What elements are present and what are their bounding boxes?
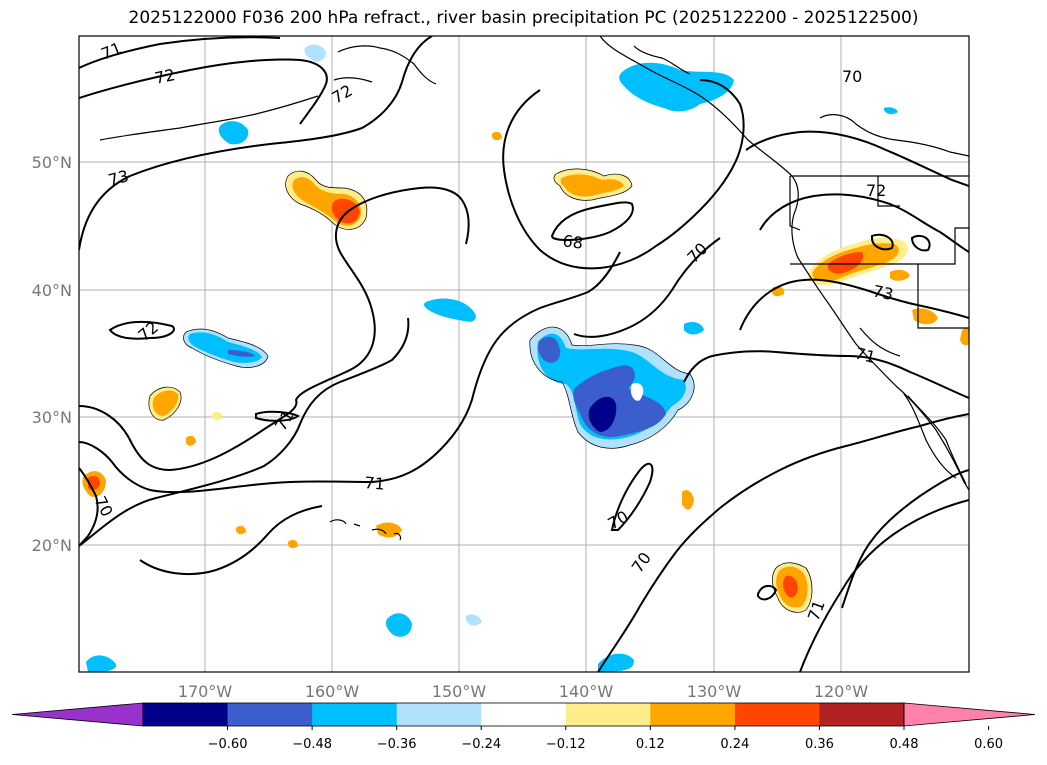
contour-label: 73 xyxy=(871,281,895,304)
map-title: 2025122000 F036 200 hPa refract., river … xyxy=(128,8,919,28)
colorbar-segment xyxy=(734,703,820,726)
colorbar-extend-high xyxy=(903,702,1036,727)
lon-label-120w: 120°W xyxy=(814,682,869,701)
contour-label: 72 xyxy=(153,65,177,88)
colorbar-segment xyxy=(396,703,482,726)
longitude-labels: 170°W 160°W 150°W 140°W 130°W 120°W xyxy=(178,682,869,701)
colorbar-tick-label: 0.36 xyxy=(805,737,834,752)
contour-label: 68 xyxy=(561,231,584,253)
lon-label-150w: 150°W xyxy=(432,682,487,701)
lat-label-20n: 20°N xyxy=(32,536,72,555)
colorbar-segment xyxy=(481,703,567,726)
colorbar-tick-label: −0.48 xyxy=(292,737,332,752)
colorbar-tick-label: −0.24 xyxy=(461,737,501,752)
colorbar-segment xyxy=(650,703,736,726)
colorbar-segment xyxy=(819,703,905,726)
refractivity-contours xyxy=(79,36,969,672)
lon-label-140w: 140°W xyxy=(559,682,614,701)
colorbar-segment xyxy=(227,703,313,726)
map-frame xyxy=(78,35,970,673)
contour-label: 71 xyxy=(364,473,386,494)
contour-label: 73 xyxy=(106,166,131,190)
colorbar-tick-label: −0.12 xyxy=(546,737,586,752)
colorbar-segment xyxy=(143,703,229,726)
negative-pc-areas xyxy=(86,44,898,672)
colorbar-tick-label: −0.60 xyxy=(208,737,248,752)
colorbar-tick-label: 0.48 xyxy=(890,737,919,752)
colorbar-extend-low xyxy=(11,702,144,727)
colorbar-segment xyxy=(565,703,651,726)
contour-label: 71 xyxy=(853,344,878,368)
contour-label: 70 xyxy=(842,67,862,86)
lon-label-170w: 170°W xyxy=(178,682,233,701)
colorbar-frame xyxy=(142,702,905,727)
colorbar-tick-label: 0.24 xyxy=(720,737,749,752)
lat-label-50n: 50°N xyxy=(32,153,72,172)
colorbar-tick-label: −0.36 xyxy=(377,737,417,752)
latitude-labels: 50°N 40°N 30°N 20°N xyxy=(32,153,72,555)
colorbar-tick-label: 0.12 xyxy=(636,737,665,752)
lon-label-160w: 160°W xyxy=(305,682,360,701)
lat-label-40n: 40°N xyxy=(32,281,72,300)
colorbar-tick-label: 0.60 xyxy=(974,737,1003,752)
colorbar: −0.60 −0.48 −0.36 −0.24 −0.12 0.12 0.24 0.36 0.4… xyxy=(11,702,1036,752)
colorbar-segment xyxy=(312,703,398,726)
graticule xyxy=(79,36,969,672)
contour-label: 72 xyxy=(866,181,886,200)
lat-label-30n: 30°N xyxy=(32,408,72,427)
lon-label-130w: 130°W xyxy=(687,682,742,701)
